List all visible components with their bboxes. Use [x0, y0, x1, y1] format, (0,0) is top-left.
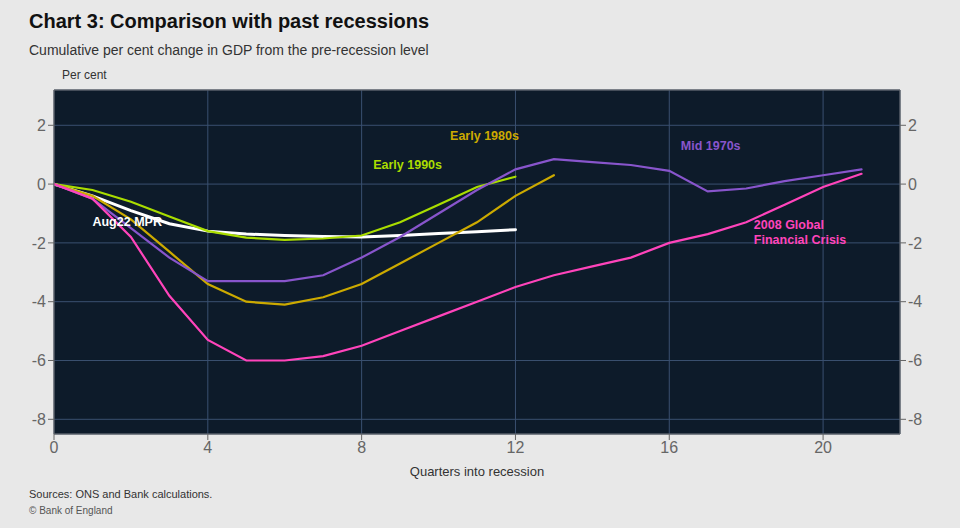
svg-text:-6: -6: [32, 352, 46, 369]
svg-text:2: 2: [908, 117, 917, 134]
svg-text:-4: -4: [908, 293, 922, 310]
svg-text:Early 1980s: Early 1980s: [450, 129, 519, 143]
svg-text:Early 1990s: Early 1990s: [373, 158, 442, 172]
svg-text:2: 2: [37, 117, 46, 134]
svg-text:16: 16: [660, 439, 678, 456]
svg-text:0: 0: [50, 439, 59, 456]
svg-text:-2: -2: [32, 235, 46, 252]
svg-text:Mid 1970s: Mid 1970s: [681, 139, 741, 153]
svg-text:-8: -8: [908, 411, 922, 428]
html-text:Chart 3: Comparison with past: Chart 3: Comparison with past recessions: [29, 10, 430, 32]
html-text:© Bank of England: © Bank of England: [29, 505, 113, 516]
html-text:Sources: ONS and Bank calculat: Sources: ONS and Bank calculations.: [29, 488, 213, 500]
svg-text:0: 0: [37, 176, 46, 193]
svg-text:-4: -4: [32, 293, 46, 310]
svg-text:4: 4: [203, 439, 212, 456]
html-text:Cumulative per cent change in: Cumulative per cent change in GDP from t…: [29, 42, 429, 58]
svg-text:-2: -2: [908, 235, 922, 252]
svg-text:Quarters into recession: Quarters into recession: [410, 464, 544, 479]
svg-text:-8: -8: [32, 411, 46, 428]
html-text:Per cent: Per cent: [62, 68, 107, 82]
svg-text:20: 20: [814, 439, 832, 456]
svg-text:12: 12: [507, 439, 525, 456]
svg-text:8: 8: [357, 439, 366, 456]
svg-text:0: 0: [908, 176, 917, 193]
svg-text:Aug22 MPR: Aug22 MPR: [92, 215, 161, 229]
svg-text:-6: -6: [908, 352, 922, 369]
svg-text:2008 GlobalFinancial Crisis: 2008 GlobalFinancial Crisis: [754, 218, 846, 246]
